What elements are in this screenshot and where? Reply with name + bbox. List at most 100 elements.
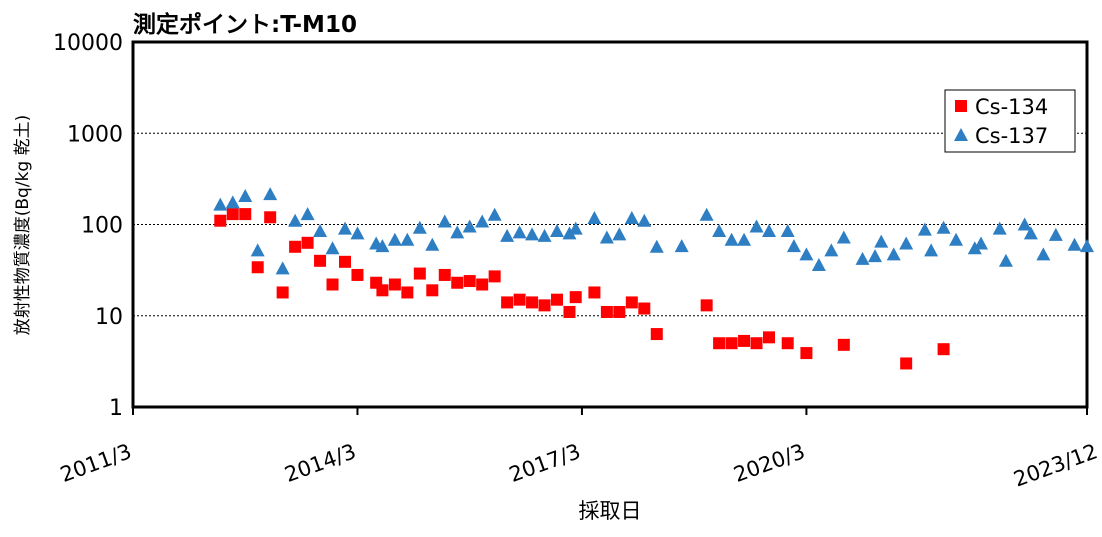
marker	[900, 357, 913, 370]
marker	[400, 232, 415, 246]
marker	[899, 236, 914, 250]
marker	[713, 337, 726, 350]
x-tick-label: 2017/3	[506, 439, 584, 487]
marker	[275, 261, 290, 275]
marker	[525, 227, 540, 241]
chart-title: 測定ポイント:T-M10	[133, 11, 357, 38]
marker	[338, 221, 352, 235]
marker	[786, 239, 801, 253]
marker	[375, 239, 390, 253]
marker	[264, 211, 277, 224]
marker	[637, 213, 652, 227]
x-tick-label: 2011/3	[57, 439, 135, 487]
marker	[588, 286, 601, 299]
marker	[551, 293, 563, 306]
marker	[650, 328, 663, 341]
marker	[463, 275, 476, 288]
marker	[325, 241, 340, 255]
marker	[314, 254, 327, 267]
marker	[488, 270, 501, 283]
marker	[214, 214, 227, 227]
marker	[225, 195, 240, 209]
marker	[762, 223, 776, 237]
marker	[749, 219, 764, 233]
marker	[288, 213, 303, 227]
marker	[738, 334, 751, 347]
marker	[500, 228, 515, 242]
marker	[413, 267, 426, 280]
marker	[512, 225, 527, 239]
marker	[550, 223, 564, 237]
marker	[263, 187, 278, 201]
marker	[886, 247, 901, 261]
marker	[351, 268, 364, 281]
marker	[313, 223, 328, 237]
marker	[1036, 247, 1051, 261]
marker	[868, 249, 882, 263]
marker	[837, 338, 850, 351]
marker	[811, 257, 826, 271]
marker	[924, 243, 939, 257]
marker	[750, 337, 763, 350]
marker	[226, 208, 239, 221]
y-axis-label: 放射性物質濃度(Bq/kg 乾土)	[13, 115, 33, 336]
legend-label: Cs-137	[975, 124, 1048, 148]
marker	[569, 291, 582, 304]
marker	[1067, 237, 1082, 251]
marker	[1080, 239, 1094, 253]
marker	[781, 337, 794, 350]
marker	[326, 278, 339, 291]
marker	[625, 296, 638, 309]
marker	[974, 236, 988, 250]
marker	[649, 239, 664, 253]
marker	[339, 255, 351, 268]
y-tick-label: 1000	[67, 122, 123, 147]
marker	[936, 220, 951, 234]
marker	[250, 243, 265, 257]
marker	[563, 305, 576, 318]
marker	[1017, 217, 1032, 231]
marker	[387, 232, 402, 246]
marker	[513, 293, 526, 306]
x-tick-label: 2020/3	[730, 439, 808, 487]
marker	[998, 253, 1013, 267]
marker	[426, 284, 439, 297]
marker	[276, 286, 289, 299]
marker	[638, 302, 651, 315]
marker	[238, 189, 253, 203]
marker	[376, 284, 389, 297]
x-tick-label: 2014/3	[282, 439, 360, 487]
marker	[799, 247, 814, 261]
marker	[425, 237, 440, 251]
marker	[967, 241, 982, 255]
plot-frame	[131, 40, 1089, 409]
marker	[476, 278, 489, 291]
marker	[725, 337, 738, 350]
marker	[350, 226, 365, 240]
marker	[438, 268, 451, 281]
marker	[562, 226, 577, 240]
marker	[763, 331, 775, 344]
x-axis-label: 採取日	[579, 499, 642, 523]
marker	[537, 228, 552, 242]
marker	[239, 208, 252, 221]
marker	[568, 221, 583, 235]
marker	[501, 296, 514, 309]
marker	[388, 278, 401, 291]
marker	[301, 236, 314, 249]
y-tick-label: 10000	[53, 31, 123, 56]
marker	[300, 207, 315, 221]
marker	[824, 243, 839, 257]
marker	[289, 240, 302, 253]
marker	[213, 197, 228, 211]
marker	[674, 239, 689, 253]
marker	[624, 210, 639, 224]
marker	[954, 128, 968, 141]
legend-label: Cs-134	[975, 95, 1048, 119]
marker	[1048, 227, 1063, 241]
marker	[251, 261, 264, 274]
marker	[462, 219, 477, 233]
marker	[800, 347, 813, 360]
marker	[412, 220, 427, 234]
